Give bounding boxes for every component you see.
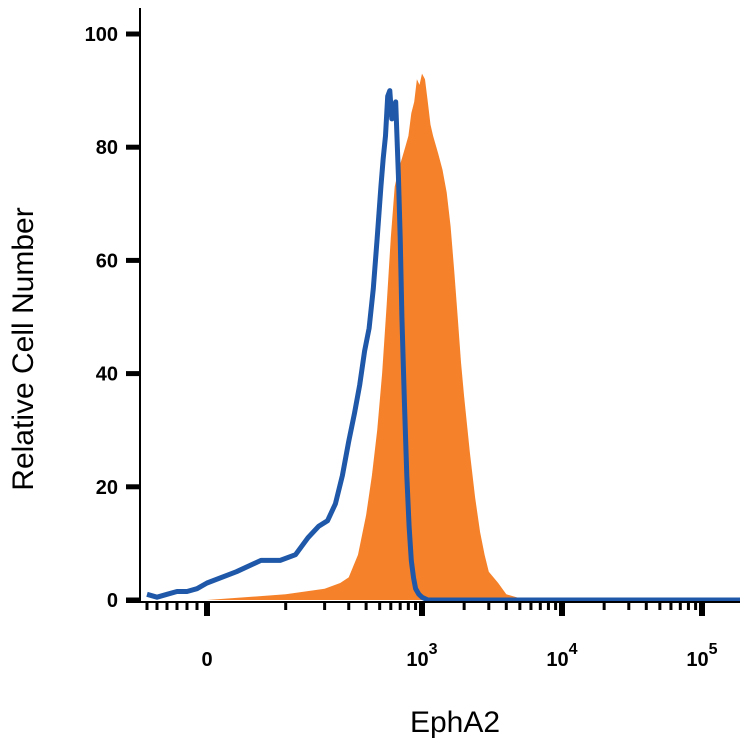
y-tick-label-40: 40	[96, 364, 118, 386]
outline-histogram-series	[146, 88, 740, 603]
x-axis-title: EphA2	[410, 706, 500, 739]
y-tick-label-60: 60	[96, 250, 118, 272]
x-tick-label-0: 0	[201, 649, 212, 671]
y-tick-label-100: 100	[85, 24, 118, 46]
y-tick-label-20: 20	[96, 477, 118, 499]
filled-histogram-series	[147, 73, 740, 601]
x-tick-label-1: 103	[406, 641, 437, 671]
y-tick-label-80: 80	[96, 137, 118, 159]
y-axis-title: Relative Cell Number	[7, 207, 40, 490]
x-tick-label-2: 104	[546, 641, 577, 671]
x-tick-label-3: 105	[686, 641, 717, 671]
y-tick-label-0: 0	[107, 590, 118, 612]
